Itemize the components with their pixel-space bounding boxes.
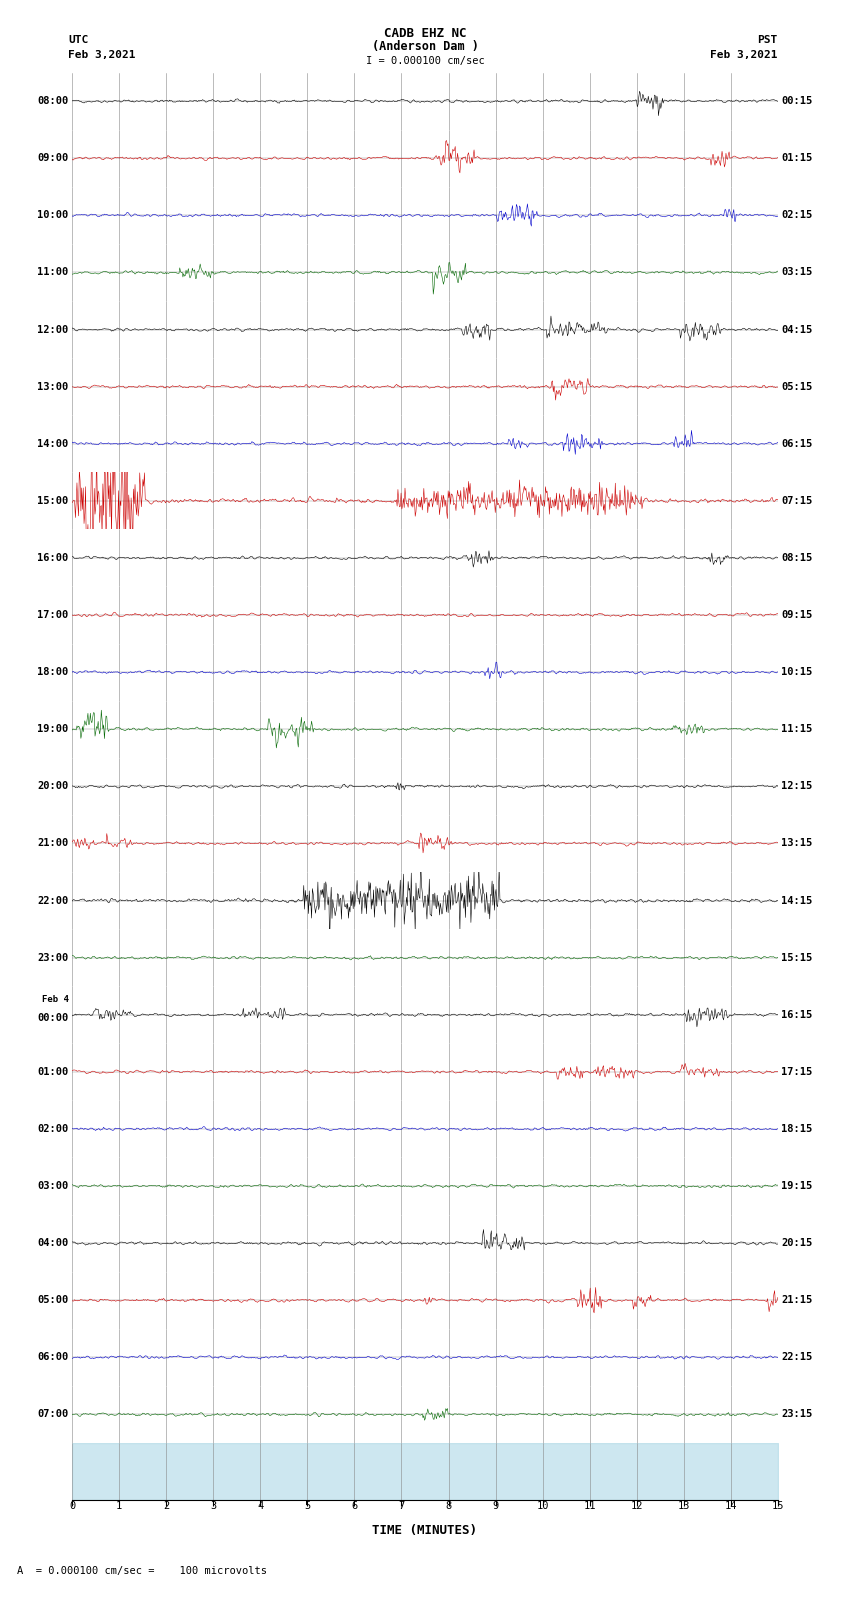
Text: 05:15: 05:15 [781, 382, 813, 392]
Text: 12:00: 12:00 [37, 324, 69, 334]
Text: 17:15: 17:15 [781, 1066, 813, 1077]
Text: 6: 6 [351, 1502, 358, 1511]
Text: A  = 0.000100 cm/sec =    100 microvolts: A = 0.000100 cm/sec = 100 microvolts [17, 1566, 267, 1576]
Text: 11: 11 [583, 1502, 596, 1511]
Text: 19:00: 19:00 [37, 724, 69, 734]
Text: 09:00: 09:00 [37, 153, 69, 163]
Text: Feb 3,2021: Feb 3,2021 [711, 50, 778, 60]
Text: 13:15: 13:15 [781, 839, 813, 848]
Text: 22:00: 22:00 [37, 895, 69, 905]
Text: (Anderson Dam ): (Anderson Dam ) [371, 40, 479, 53]
Text: CADB EHZ NC: CADB EHZ NC [383, 27, 467, 40]
Text: 07:15: 07:15 [781, 495, 813, 506]
Text: 14:00: 14:00 [37, 439, 69, 448]
Text: 7: 7 [399, 1502, 405, 1511]
Text: 03:00: 03:00 [37, 1181, 69, 1190]
Text: 16:15: 16:15 [781, 1010, 813, 1019]
Text: 22:15: 22:15 [781, 1352, 813, 1363]
Text: UTC: UTC [68, 35, 88, 45]
Text: 20:00: 20:00 [37, 781, 69, 792]
Text: 13: 13 [677, 1502, 690, 1511]
Text: 06:00: 06:00 [37, 1352, 69, 1363]
Text: 04:00: 04:00 [37, 1239, 69, 1248]
Text: 13:00: 13:00 [37, 382, 69, 392]
Text: 08:15: 08:15 [781, 553, 813, 563]
Text: 01:00: 01:00 [37, 1066, 69, 1077]
Text: 4: 4 [258, 1502, 264, 1511]
Text: I = 0.000100 cm/sec: I = 0.000100 cm/sec [366, 56, 484, 66]
Text: 07:00: 07:00 [37, 1410, 69, 1419]
Text: 10: 10 [536, 1502, 549, 1511]
Text: 08:00: 08:00 [37, 97, 69, 106]
Text: 18:15: 18:15 [781, 1124, 813, 1134]
Text: 11:00: 11:00 [37, 268, 69, 277]
Text: 21:00: 21:00 [37, 839, 69, 848]
Text: 06:15: 06:15 [781, 439, 813, 448]
Text: 23:00: 23:00 [37, 953, 69, 963]
Text: 04:15: 04:15 [781, 324, 813, 334]
Text: 00:00: 00:00 [37, 1013, 69, 1023]
Text: 0: 0 [69, 1502, 76, 1511]
Text: 12: 12 [631, 1502, 643, 1511]
Text: 8: 8 [445, 1502, 451, 1511]
Text: 19:15: 19:15 [781, 1181, 813, 1190]
Text: 15:00: 15:00 [37, 495, 69, 506]
Text: 09:15: 09:15 [781, 610, 813, 619]
Text: 15:15: 15:15 [781, 953, 813, 963]
Text: 00:15: 00:15 [781, 97, 813, 106]
Text: 12:15: 12:15 [781, 781, 813, 792]
Text: 2: 2 [163, 1502, 169, 1511]
Text: 9: 9 [492, 1502, 499, 1511]
Text: 23:15: 23:15 [781, 1410, 813, 1419]
Text: 17:00: 17:00 [37, 610, 69, 619]
Text: Feb 4: Feb 4 [42, 995, 69, 1003]
Text: 1: 1 [116, 1502, 122, 1511]
Text: 01:15: 01:15 [781, 153, 813, 163]
Text: 10:00: 10:00 [37, 210, 69, 221]
Text: PST: PST [757, 35, 778, 45]
Text: 10:15: 10:15 [781, 668, 813, 677]
Text: 02:15: 02:15 [781, 210, 813, 221]
Text: 03:15: 03:15 [781, 268, 813, 277]
Text: 20:15: 20:15 [781, 1239, 813, 1248]
Text: 02:00: 02:00 [37, 1124, 69, 1134]
Text: 16:00: 16:00 [37, 553, 69, 563]
Text: TIME (MINUTES): TIME (MINUTES) [372, 1524, 478, 1537]
Text: 14:15: 14:15 [781, 895, 813, 905]
Text: 11:15: 11:15 [781, 724, 813, 734]
Text: 15: 15 [772, 1502, 784, 1511]
Text: 14: 14 [724, 1502, 737, 1511]
Text: Feb 3,2021: Feb 3,2021 [68, 50, 135, 60]
Text: 5: 5 [304, 1502, 310, 1511]
Text: 05:00: 05:00 [37, 1295, 69, 1305]
Text: 18:00: 18:00 [37, 668, 69, 677]
Text: 3: 3 [210, 1502, 217, 1511]
Text: 21:15: 21:15 [781, 1295, 813, 1305]
